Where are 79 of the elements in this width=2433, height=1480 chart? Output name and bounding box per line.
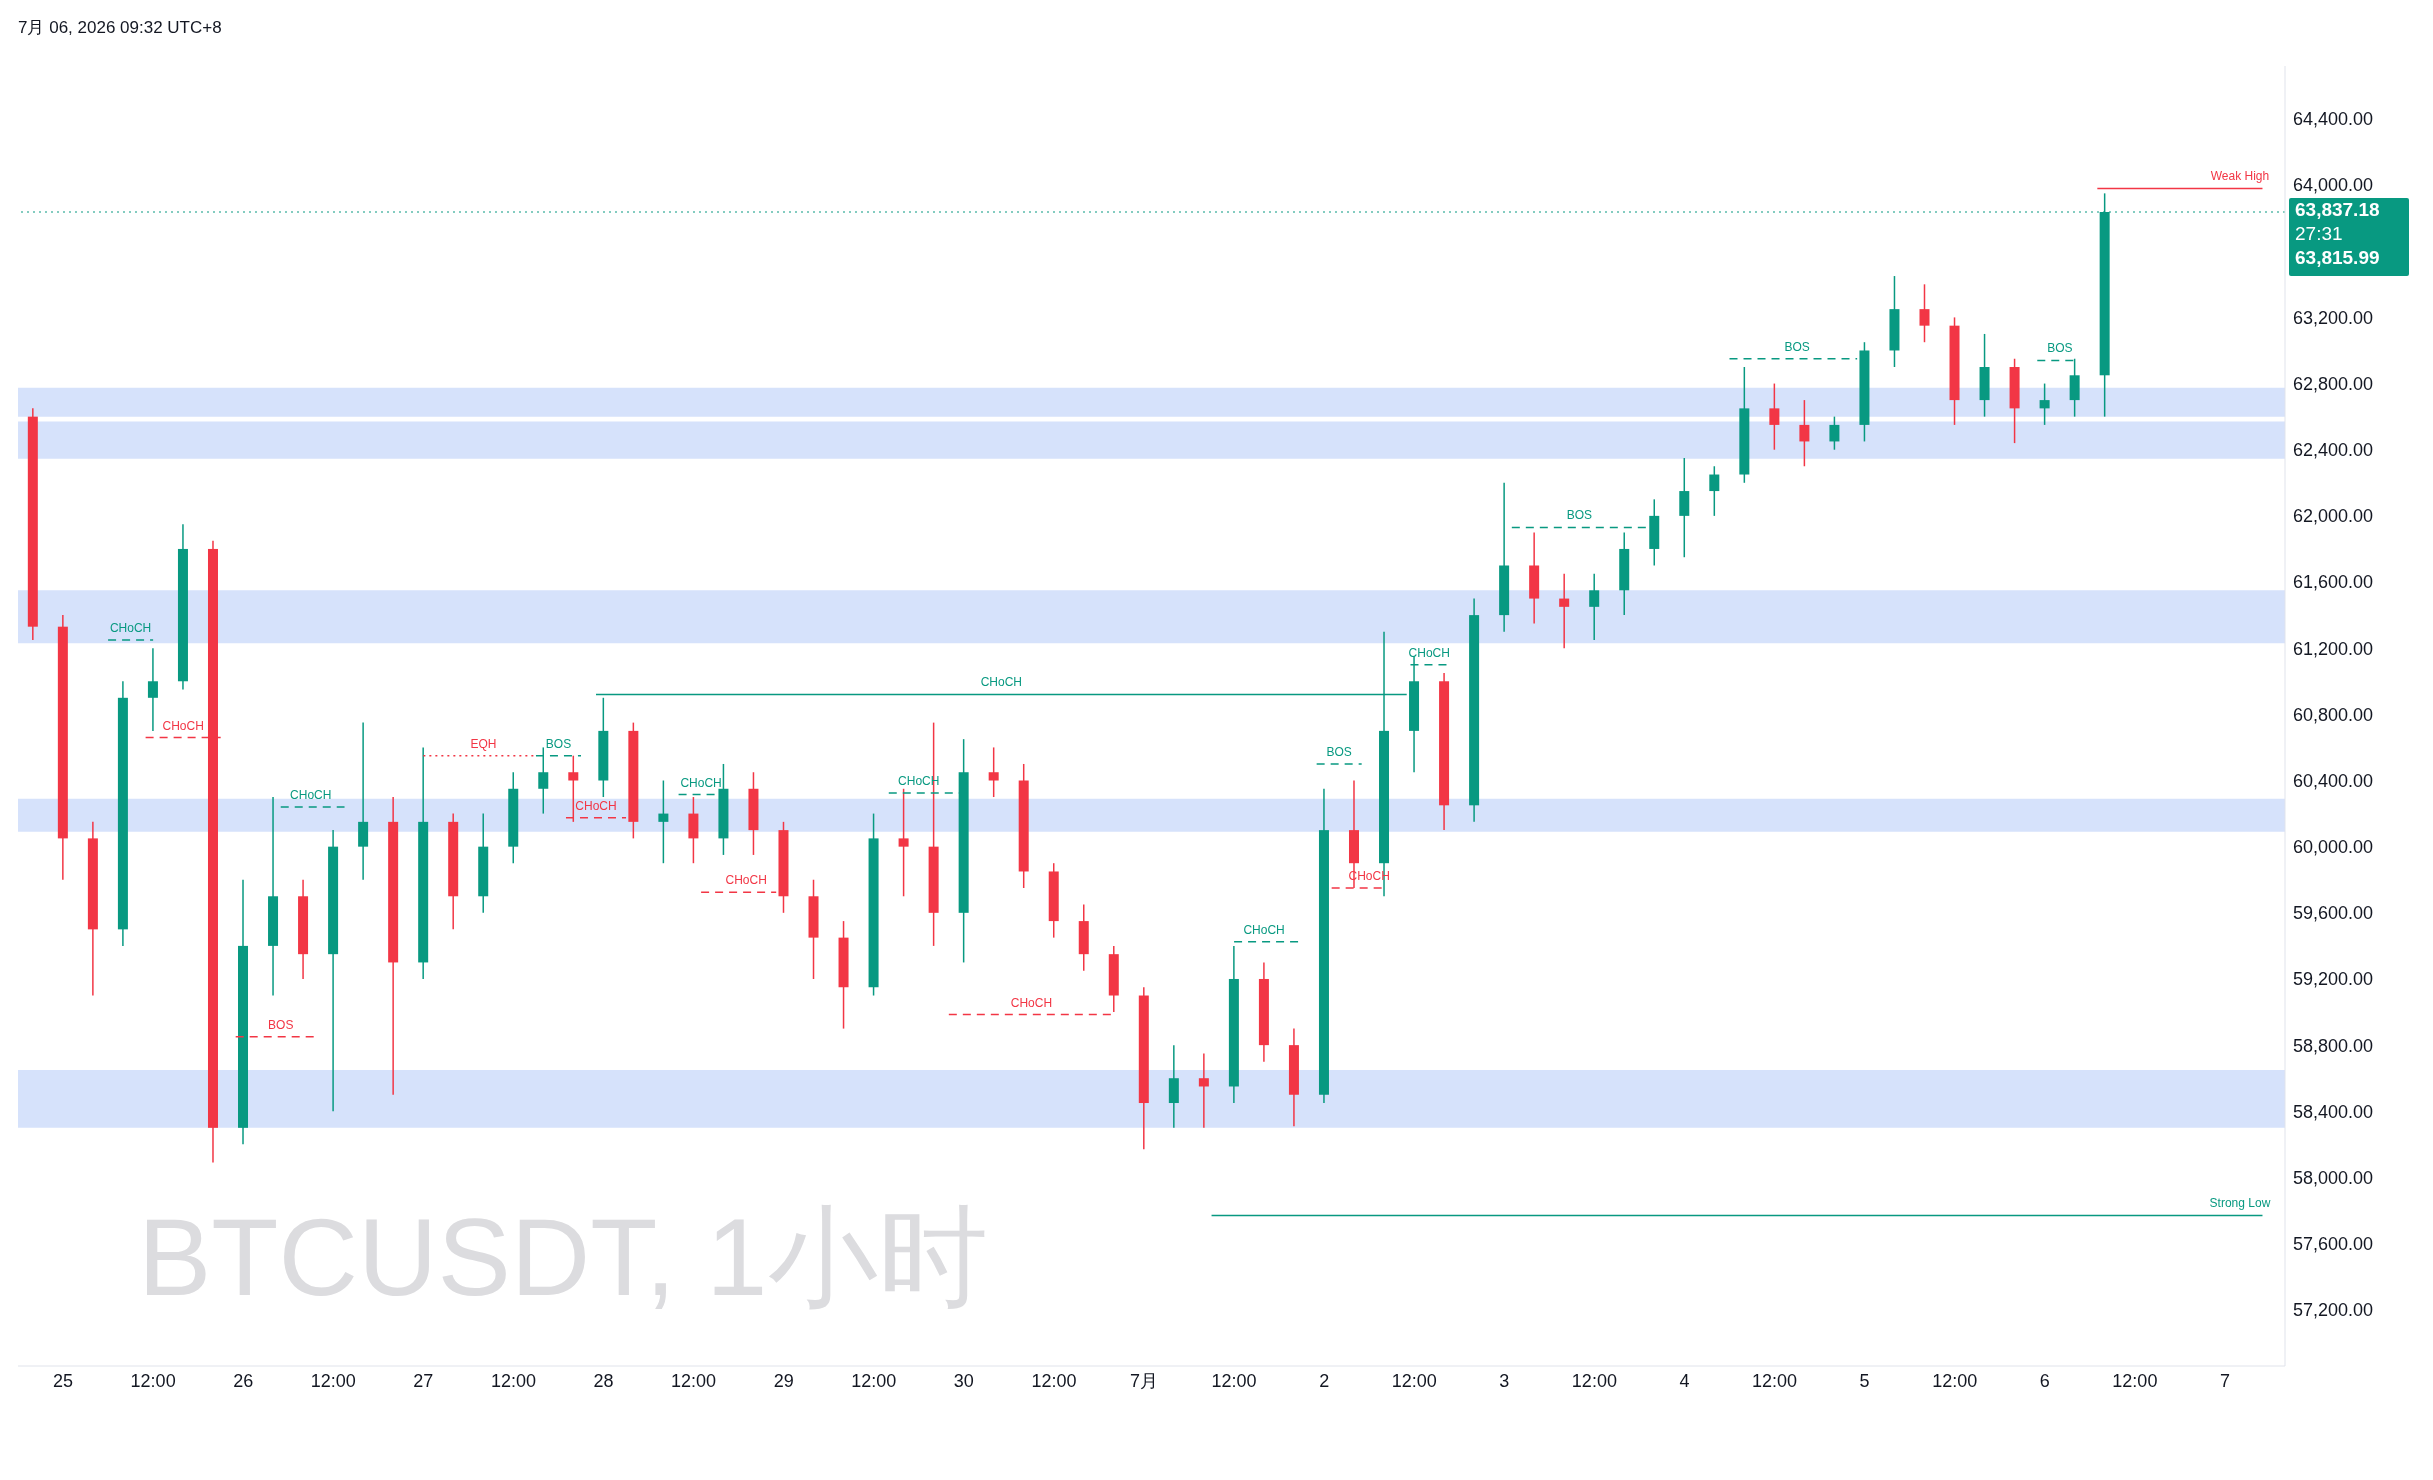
y-tick-label: 58,400.00 — [2293, 1101, 2374, 1122]
annotation: BOS — [1566, 508, 1593, 523]
x-tick-label: 27 — [413, 1370, 434, 1391]
y-tick-label: 62,400.00 — [2293, 440, 2374, 461]
annotation: Weak High — [2210, 169, 2270, 184]
x-tick-label: 3 — [1499, 1370, 1510, 1391]
x-tick-label: 7月 — [1129, 1370, 1158, 1391]
annotation: BOS — [1784, 339, 1810, 354]
candlestick — [1709, 465, 1720, 517]
text: 27:31 — [2295, 223, 2343, 245]
candlestick — [1799, 399, 1810, 467]
y-tick-label: 60,000.00 — [2293, 837, 2374, 858]
candlestick — [988, 746, 999, 798]
annotation: BOS — [545, 736, 572, 751]
x-tick-label: 5 — [1859, 1370, 1870, 1391]
annotation: CHoCH — [290, 787, 332, 802]
y-tick-label: 59,200.00 — [2293, 969, 2374, 990]
annotation: BOS — [268, 1017, 294, 1032]
chart-subtitle: 7月 06, 2026 09:32 UTC+8 — [17, 17, 223, 39]
x-tick-label: 12:00 — [310, 1370, 356, 1391]
x-tick-label: 12:00 — [1031, 1370, 1077, 1391]
annotation: BOS — [1326, 744, 1352, 759]
x-tick-label: 12:00 — [490, 1370, 536, 1391]
annotation: CHoCH — [980, 675, 1023, 690]
y-tick-label: 64,400.00 — [2293, 109, 2374, 130]
y-tick-label: 58,000.00 — [2293, 1167, 2374, 1188]
y-tick-label: 61,200.00 — [2293, 638, 2374, 659]
annotation: CHoCH — [1010, 995, 1053, 1010]
y-tick-label: 63,200.00 — [2293, 307, 2374, 328]
y-tick-label: 61,600.00 — [2293, 572, 2374, 593]
annotation: EQH — [470, 736, 497, 751]
y-tick-label: 59,600.00 — [2293, 903, 2374, 924]
candlestick — [1559, 573, 1570, 649]
candlestick — [1829, 415, 1840, 451]
annotation: CHoCH — [1408, 645, 1450, 660]
candlestick — [1589, 573, 1600, 641]
x-tick-label: 28 — [593, 1370, 614, 1391]
x-tick-label: 12:00 — [130, 1370, 176, 1391]
annotation: CHoCH — [162, 718, 204, 733]
annotation: CHoCH — [109, 620, 152, 635]
x-tick-label: 25 — [53, 1370, 74, 1391]
x-tick-label: 29 — [773, 1370, 794, 1391]
candlestick — [2039, 382, 2050, 426]
y-tick-label: 62,800.00 — [2293, 373, 2374, 394]
candlestick — [658, 779, 669, 864]
x-tick-label: 7 — [2219, 1370, 2230, 1391]
annotation: Strong Low — [2209, 1196, 2271, 1211]
x-tick-label: 2 — [1319, 1370, 1330, 1391]
x-tick-label: 12:00 — [1932, 1370, 1978, 1391]
candlestick — [147, 647, 158, 732]
y-tick-label: 60,800.00 — [2293, 704, 2374, 725]
y-tick-label: 57,200.00 — [2293, 1300, 2374, 1321]
y-tick-label: 58,800.00 — [2293, 1035, 2374, 1056]
y-tick-label: 62,000.00 — [2293, 506, 2374, 527]
x-tick-label: 12:00 — [1391, 1370, 1437, 1391]
annotation: CHoCH — [575, 798, 617, 813]
x-tick-label: 12:00 — [1752, 1370, 1798, 1391]
ref-line-label: 63,837.18 — [2295, 199, 2380, 221]
candlestick — [898, 788, 909, 898]
x-tick-label: 12:00 — [1571, 1370, 1617, 1391]
x-tick-label: 6 — [2039, 1370, 2050, 1391]
x-tick-label: 12:00 — [2112, 1370, 2158, 1391]
candlestick — [1198, 1052, 1209, 1129]
candlestick — [1919, 283, 1930, 343]
x-tick-label: 12:00 — [671, 1370, 717, 1391]
x-tick-label: 26 — [233, 1370, 254, 1391]
x-tick-label: 12:00 — [851, 1370, 897, 1391]
y-tick-label: 64,000.00 — [2293, 175, 2374, 196]
x-tick-label: 12:00 — [1211, 1370, 1257, 1391]
annotation: CHoCH — [680, 775, 722, 790]
x-tick-label: 4 — [1679, 1370, 1690, 1391]
y-tick-label: 60,400.00 — [2293, 770, 2374, 791]
annotation: CHoCH — [1243, 922, 1285, 937]
text: 63,815.99 — [2295, 247, 2380, 269]
annotation: BOS — [2047, 341, 2073, 356]
candlestick — [1769, 382, 1780, 451]
x-tick-label: 30 — [953, 1370, 974, 1391]
y-tick-label: 57,600.00 — [2293, 1234, 2374, 1254]
annotation: CHoCH — [725, 873, 767, 888]
